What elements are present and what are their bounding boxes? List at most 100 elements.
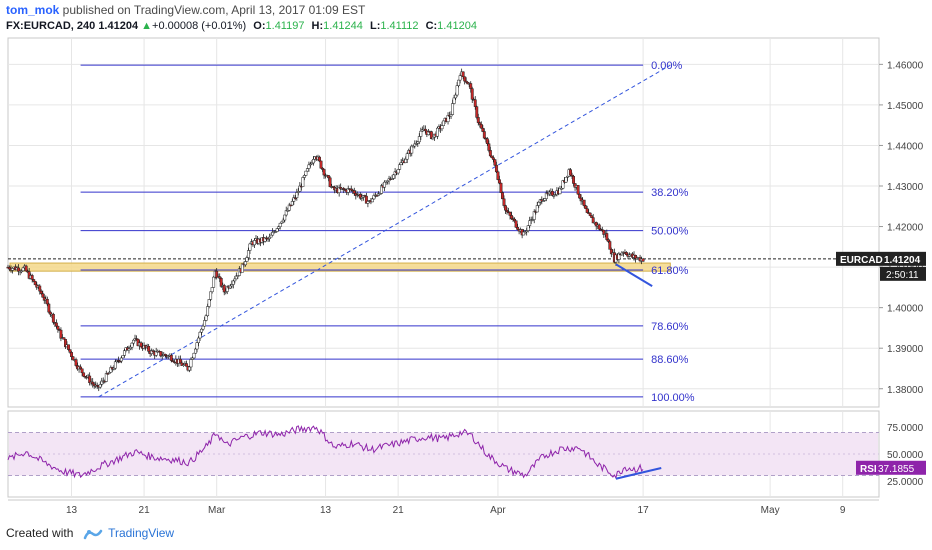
candle-body	[71, 356, 75, 361]
author-link[interactable]: tom_mok	[6, 3, 60, 17]
price-tick-label: 1.40000	[887, 304, 924, 315]
candle-body	[572, 176, 575, 184]
candle-body	[107, 372, 111, 374]
candle-body	[210, 287, 214, 293]
candle-body	[104, 373, 108, 382]
candle-body	[502, 198, 506, 206]
last-price-value: 1.41204	[884, 255, 921, 266]
candle-body	[470, 88, 474, 100]
candle-body	[206, 306, 210, 317]
open-value: 1.41197	[265, 20, 305, 32]
candle-body	[590, 215, 594, 218]
time-tick-label: 17	[638, 505, 650, 516]
candle-body	[380, 185, 383, 194]
low-value: 1.41112	[380, 20, 419, 32]
candle-body	[147, 345, 151, 352]
candle-body	[606, 239, 610, 242]
candle-body	[463, 76, 467, 82]
rsi-tick-label: 50.0000	[887, 450, 924, 461]
footer: Created with TradingView	[6, 526, 174, 540]
time-tick-label: Apr	[490, 505, 506, 516]
candle-body	[436, 127, 439, 137]
candle-body	[526, 225, 530, 231]
candle-body	[582, 199, 586, 206]
candle-body	[319, 160, 323, 169]
candle-body	[195, 342, 199, 350]
candle-body	[281, 219, 285, 223]
candle-body	[169, 355, 173, 361]
candle-body	[246, 250, 250, 258]
rsi-value-badge	[856, 460, 926, 475]
candle-body	[481, 127, 485, 132]
last-price-badge	[836, 251, 926, 266]
candle-body	[204, 315, 208, 321]
candle-body	[475, 106, 479, 118]
candle-body	[82, 372, 86, 377]
candle-body	[564, 177, 568, 183]
candle-body	[253, 240, 256, 246]
price-tick-label: 1.44000	[887, 141, 924, 152]
candle-body	[184, 363, 188, 367]
candle-body	[419, 130, 423, 137]
candle-body	[493, 159, 497, 166]
candle-body	[70, 352, 73, 357]
candle-body	[478, 122, 482, 125]
candle-body	[569, 169, 572, 176]
candle-body	[159, 351, 163, 357]
price-tick-label: 1.43000	[887, 182, 924, 193]
up-arrow-icon: ▲	[141, 20, 153, 32]
candle-body	[154, 351, 158, 356]
candle-body	[499, 182, 503, 193]
fib-level-label: 38.20%	[651, 187, 689, 199]
tradingview-logo-icon	[83, 529, 102, 540]
candle-body	[233, 278, 237, 282]
candle-body	[121, 355, 125, 359]
rsi-tick-label: 75.0000	[887, 423, 924, 434]
open-label: O:	[253, 20, 266, 32]
fib-level-label: 61.80%	[651, 265, 689, 277]
candle-body	[405, 153, 409, 160]
candle-body	[458, 75, 462, 81]
candle-body	[558, 188, 562, 195]
candle-body	[122, 350, 126, 356]
time-tick-label: 13	[320, 505, 332, 516]
candle-body	[287, 204, 291, 211]
price-pane-border	[7, 37, 880, 408]
candle-body	[479, 124, 483, 129]
candle-body	[605, 233, 609, 240]
candle-body	[327, 175, 331, 179]
fib-level-label: 78.60%	[651, 321, 689, 333]
candle-body	[514, 220, 518, 228]
candle-body	[585, 208, 589, 213]
candle-body	[48, 311, 52, 315]
candle-body	[200, 328, 204, 333]
candle-body	[487, 143, 491, 151]
trendline	[98, 64, 671, 398]
candle-body	[21, 267, 25, 272]
candle-body	[508, 212, 512, 216]
candle-body	[461, 71, 465, 77]
candle-body	[45, 298, 49, 305]
candle-body	[203, 320, 207, 327]
candle-body	[41, 293, 45, 298]
rsi-tick-label: 25.0000	[887, 477, 924, 488]
candle-body	[192, 352, 196, 359]
candle-body	[588, 212, 592, 216]
candle-body	[8, 267, 11, 270]
candle-body	[201, 325, 205, 330]
low-label: L:	[369, 20, 381, 32]
candle-body	[197, 337, 200, 343]
candle-body	[222, 285, 226, 293]
candle-body	[476, 117, 480, 123]
tradingview-link[interactable]: TradingView	[108, 526, 175, 540]
candle-body	[337, 187, 341, 193]
candle-body	[198, 331, 202, 339]
symbol-label[interactable]: FX:EURCAD, 240	[6, 20, 96, 32]
candle-body	[98, 384, 102, 388]
candle-body	[318, 156, 321, 162]
candle-body	[74, 359, 78, 366]
candle-body	[488, 150, 492, 157]
candle-body	[207, 299, 211, 307]
candle-body	[130, 342, 134, 348]
